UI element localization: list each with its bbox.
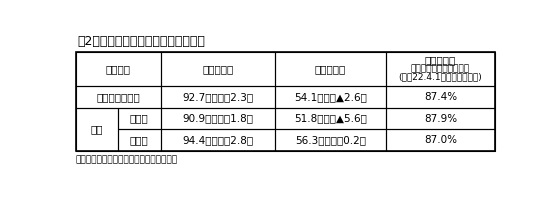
Text: 92.7％（　　2.3）: 92.7％（ 2.3） [183, 92, 253, 102]
Text: 54.1％（　▲2.6）: 54.1％（ ▲2.6） [294, 92, 367, 102]
Text: 94.4％（　　2.8）: 94.4％（ 2.8） [183, 135, 253, 145]
Bar [275, 86, 386, 108]
Text: 就職希望率: 就職希望率 [202, 64, 234, 74]
Text: 男　子: 男 子 [130, 114, 149, 123]
Bar [275, 129, 386, 151]
Bar [386, 52, 495, 86]
Text: 注　（　）内は、前年同期との差である。: 注 （ ）内は、前年同期との差である。 [76, 155, 178, 164]
Bar [386, 108, 495, 129]
Text: 〈参　考〉: 〈参 考〉 [425, 55, 456, 65]
Bar [76, 86, 161, 108]
Text: 就職内定率: 就職内定率 [315, 64, 346, 74]
Text: 前年度卒業学生の就職率: 前年度卒業学生の就職率 [411, 64, 470, 73]
Text: 専　修　学　校: 専 修 学 校 [96, 92, 140, 102]
Bar [161, 129, 275, 151]
Bar [118, 129, 161, 151]
Text: 87.9%: 87.9% [424, 114, 457, 123]
Text: 第2表　専修学校（専門課程）の状況: 第2表 専修学校（専門課程）の状況 [77, 35, 205, 48]
Text: 87.0%: 87.0% [424, 135, 457, 145]
Bar [76, 108, 118, 151]
Bar [76, 52, 495, 151]
Text: 90.9％（　　1.8）: 90.9％（ 1.8） [183, 114, 253, 123]
Bar [275, 108, 386, 129]
Bar [161, 108, 275, 129]
Bar [275, 52, 386, 86]
Text: 女　子: 女 子 [130, 135, 149, 145]
Bar [118, 108, 161, 129]
Text: 51.8％（　▲5.6）: 51.8％（ ▲5.6） [294, 114, 367, 123]
Text: うち: うち [90, 124, 103, 134]
Text: 区　　分: 区 分 [106, 64, 131, 74]
Text: 87.4%: 87.4% [424, 92, 457, 102]
Text: (平成22.4.1現在調査の結果): (平成22.4.1現在調査の結果) [399, 73, 482, 82]
Bar [161, 52, 275, 86]
Bar [386, 86, 495, 108]
Text: 56.3％（　　0.2）: 56.3％（ 0.2） [295, 135, 366, 145]
Bar [76, 52, 161, 86]
Bar [161, 86, 275, 108]
Bar [386, 129, 495, 151]
